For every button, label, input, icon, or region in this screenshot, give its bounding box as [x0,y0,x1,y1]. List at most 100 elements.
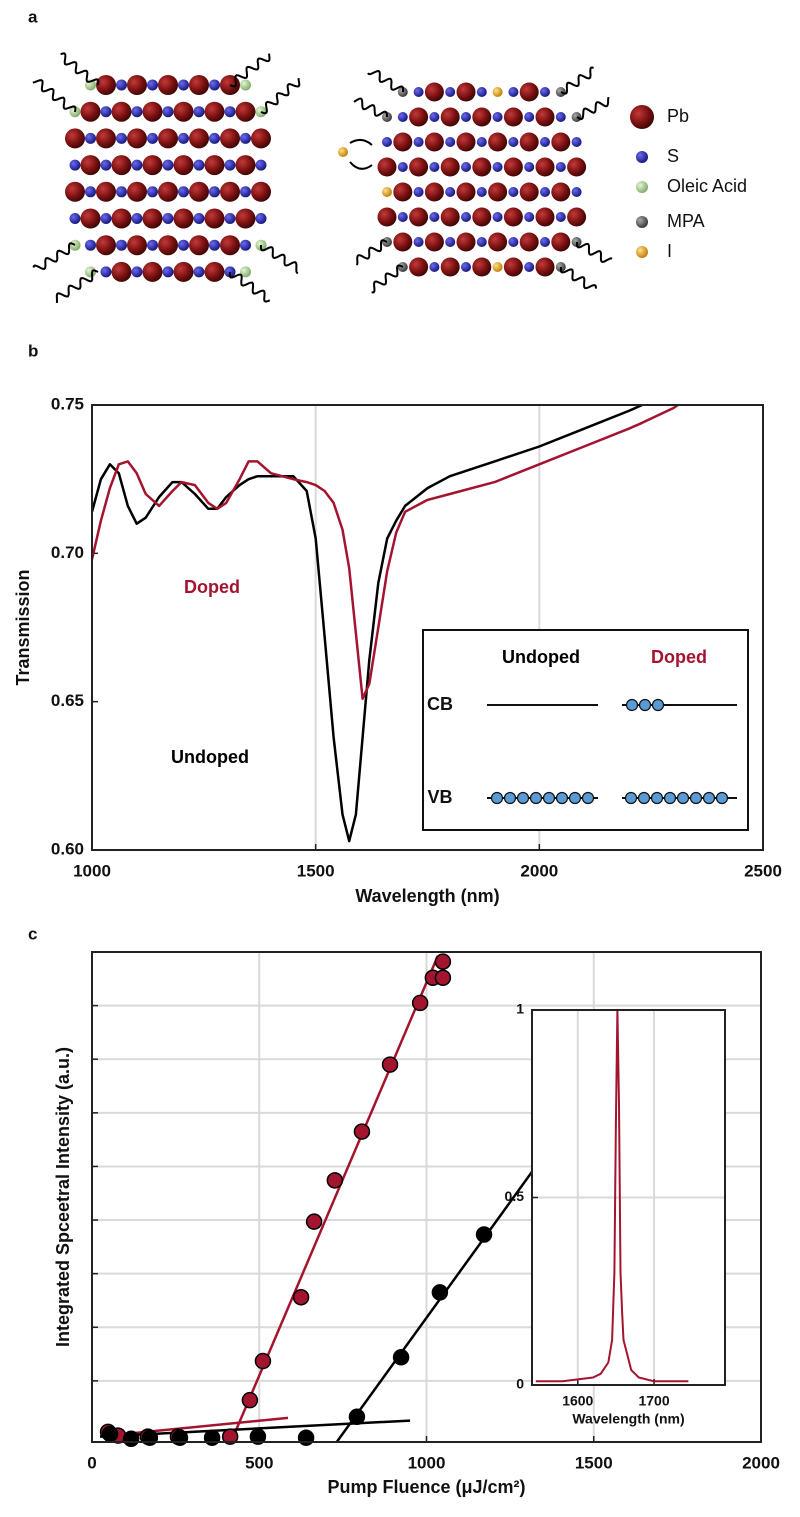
s-atom [508,87,519,97]
s-atom [555,112,566,122]
s-atom [255,213,267,224]
s-atom [413,187,424,197]
pb-atom [393,232,413,252]
s-atom [476,187,487,197]
y-tick-label: 1 [516,1001,524,1017]
x-axis-label: Pump Fluence (μJ/cm²) [327,1477,525,1497]
s-atom [445,137,456,147]
pb-atom [80,101,101,122]
s-atom [209,132,220,144]
pb-atom [173,261,194,282]
x-tick-label: 500 [245,1453,273,1472]
y-tick-label: 0.75 [51,394,84,413]
pb-atom [488,182,508,202]
inset-header: Undoped [502,647,580,667]
x-tick-label: 2000 [742,1453,780,1472]
pb-atom [567,157,587,177]
ligand-tail [371,264,404,294]
data-point [101,1425,119,1443]
s-atom [131,213,143,224]
electron [663,791,677,805]
plot-area [535,1010,689,1383]
s-atom [162,213,174,224]
pb-atom [96,128,116,149]
ligand-tail [367,69,405,93]
x-axis-label: Wavelength (nm) [355,886,499,906]
pb-atom [409,257,429,277]
x-tick-label: 2000 [520,861,558,880]
pb-atom [235,101,256,122]
ligand-tail [32,242,76,271]
s-atom [508,187,519,197]
pb-atom [142,208,163,229]
s-atom [178,79,189,91]
pb-atom [472,107,492,127]
s-atom [162,106,174,118]
pb-atom [377,157,397,177]
chart: 1600 1700 0 0.5 1 Wavelength (nm) [505,1001,726,1427]
s-atom [240,132,251,144]
s-atom [69,159,81,171]
s-atom [131,159,143,171]
pb-atom [96,75,116,95]
pb-atom [251,128,271,149]
legend-label: Oleic Acid [667,176,747,196]
s-atom [116,79,127,91]
pb-atom [519,82,539,102]
pb-atom [158,128,178,149]
panel-label: b [28,341,38,360]
pb-atom [127,128,147,149]
band-label: VB [427,787,452,807]
x-tick-label: 2500 [744,861,782,880]
s-atom [209,186,220,198]
s-atom [492,112,503,122]
lattice-diagram: Pb S Oleic Acid MPA I [32,52,747,303]
pb-atom [204,261,225,282]
annotation: Doped [184,577,240,597]
s-atom [116,186,127,198]
pb-atom [80,155,101,176]
ligand-tail [260,77,301,115]
ligand-atom [492,87,503,97]
pb-atom [127,235,147,256]
data-point [241,1391,259,1409]
data-line [92,405,679,700]
pb-atom [127,181,147,202]
y-tick-label: 0 [516,1376,524,1392]
pb-atom [251,181,271,202]
electron [650,791,664,805]
s-atom [100,213,112,224]
ligand-tail [576,242,613,263]
panel-label: c [28,924,37,943]
s-atom [540,187,550,197]
pb-atom [424,132,444,152]
plot-frame [91,404,764,851]
pb-atom [456,232,476,252]
pb-atom [189,181,209,202]
electron [542,791,556,805]
pb-atom [142,101,163,122]
s-atom [413,237,424,247]
electron [625,698,639,712]
s-atom [178,239,189,251]
x-tick-label: 1000 [408,1453,446,1472]
pb-atom [158,235,178,256]
data-point [392,1349,410,1366]
data-point [431,1284,449,1301]
y-tick-label: 0.65 [51,691,84,710]
electron [555,791,569,805]
x-tick-label: 1500 [575,1453,613,1472]
pb-atom [567,207,587,227]
s-atom [382,137,392,147]
s-atom [476,137,487,147]
data-point [475,1226,493,1243]
legend-swatch [636,181,648,193]
s-atom [178,132,189,144]
electron [689,791,703,805]
ligand-tail [60,52,100,86]
s-atom [571,137,582,147]
s-atom [508,137,519,147]
s-atom [492,212,503,222]
s-atom [555,212,566,222]
data-point [381,1056,399,1073]
